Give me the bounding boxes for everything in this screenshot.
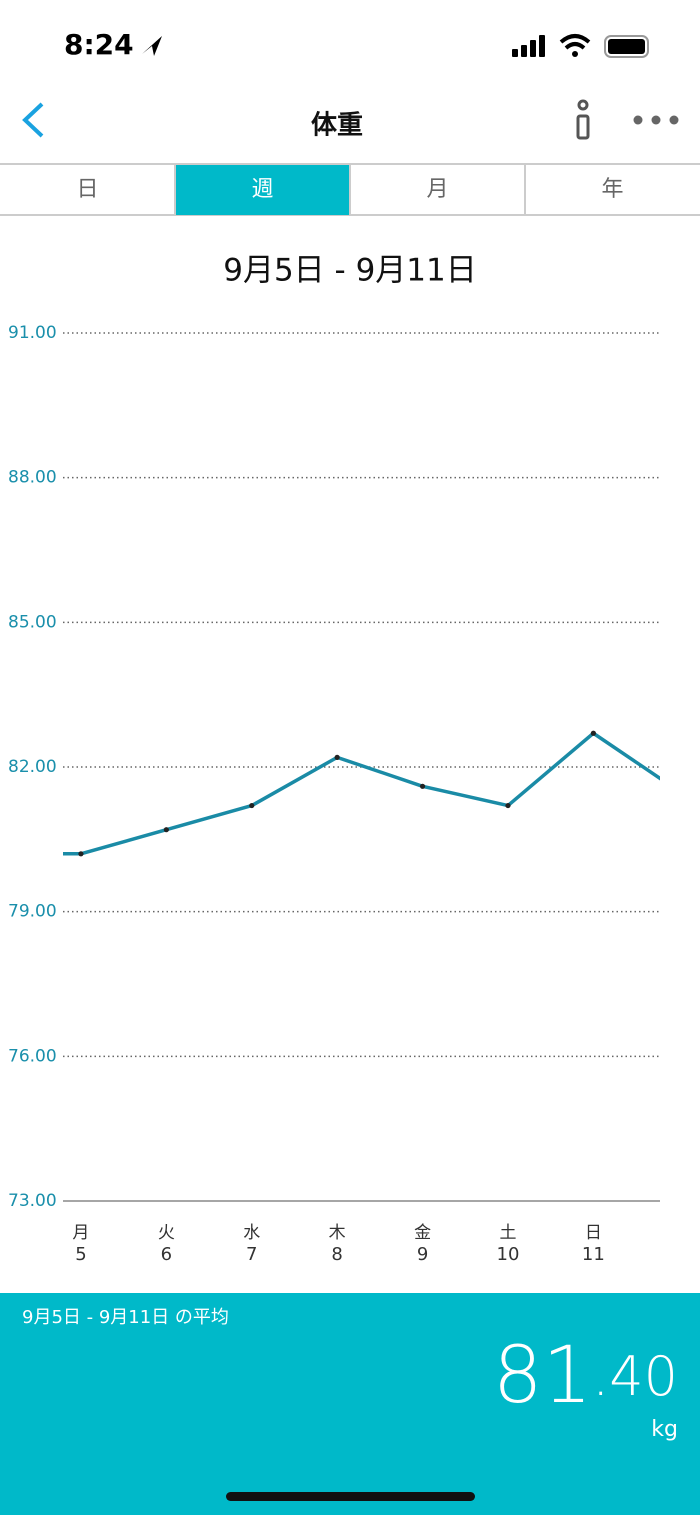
more-button[interactable] [633, 115, 679, 125]
y-tick-label: 82.00 [8, 757, 57, 777]
home-indicator [226, 1492, 475, 1501]
summary-label: 9月5日 - 9月11日 の平均 [22, 1307, 229, 1328]
data-point [505, 802, 511, 809]
x-tick-label: 8 [331, 1244, 342, 1265]
x-tick-label: 10 [497, 1244, 520, 1265]
weight-line [63, 731, 660, 856]
back-button[interactable] [22, 102, 44, 138]
average-decimal: .40 [592, 1345, 678, 1408]
x-weekday-label: 火 [158, 1223, 175, 1243]
y-tick-label: 73.00 [8, 1191, 57, 1211]
y-tick-label: 91.00 [8, 323, 57, 343]
x-tick-label: 7 [246, 1244, 257, 1265]
chart: 73.00 76.00 79.00 82.00 85.00 88.00 91.00 月5 火6 水… [8, 323, 681, 1265]
summary-panel [0, 1293, 700, 1515]
average-value: 81.40 [493, 1331, 678, 1421]
status-time: 8:24 [64, 28, 134, 61]
wifi-dot [572, 51, 578, 57]
data-point [676, 789, 681, 794]
y-tick-label: 76.00 [8, 1046, 57, 1066]
data-point [334, 754, 340, 760]
x-tick-label: 5 [75, 1244, 86, 1265]
tab[interactable]: 年 [601, 177, 623, 202]
info-button[interactable] [576, 99, 590, 140]
plot-area [63, 730, 681, 857]
x-weekday-label: 水 [243, 1223, 260, 1243]
battery-icon [604, 35, 649, 58]
wifi-icon [559, 34, 591, 50]
tab-bar: 日週月年 [76, 164, 624, 215]
x-weekday-label: 金 [414, 1223, 431, 1243]
x-weekday-label: 日 [585, 1223, 602, 1243]
signal-icon [512, 35, 545, 57]
x-tick-label: 6 [161, 1244, 172, 1265]
tab[interactable]: 日 [76, 177, 98, 202]
date-range: 9月5日 - 9月11日 [223, 253, 477, 289]
data-point [590, 730, 596, 736]
location-icon [142, 36, 162, 56]
battery-level [608, 39, 645, 54]
data-point [78, 851, 84, 857]
y-tick-label: 85.00 [8, 612, 57, 632]
unit: kg [651, 1417, 678, 1442]
page-title: 体重 [311, 111, 363, 141]
x-weekday-label: 土 [499, 1223, 516, 1243]
data-point [249, 802, 255, 809]
y-tick-label: 79.00 [8, 902, 57, 922]
tab[interactable]: 月 [426, 177, 448, 202]
average-integer: 81 [493, 1331, 592, 1421]
y-tick-label: 88.00 [8, 468, 57, 488]
data-point [163, 827, 169, 833]
x-weekday-label: 木 [329, 1223, 346, 1243]
data-point [419, 783, 426, 789]
x-tick-label: 9 [417, 1244, 428, 1265]
tab[interactable]: 週 [251, 177, 273, 202]
x-weekday-label: 月 [72, 1223, 89, 1243]
tab-active-bg [175, 165, 350, 215]
x-tick-label: 11 [582, 1244, 605, 1265]
